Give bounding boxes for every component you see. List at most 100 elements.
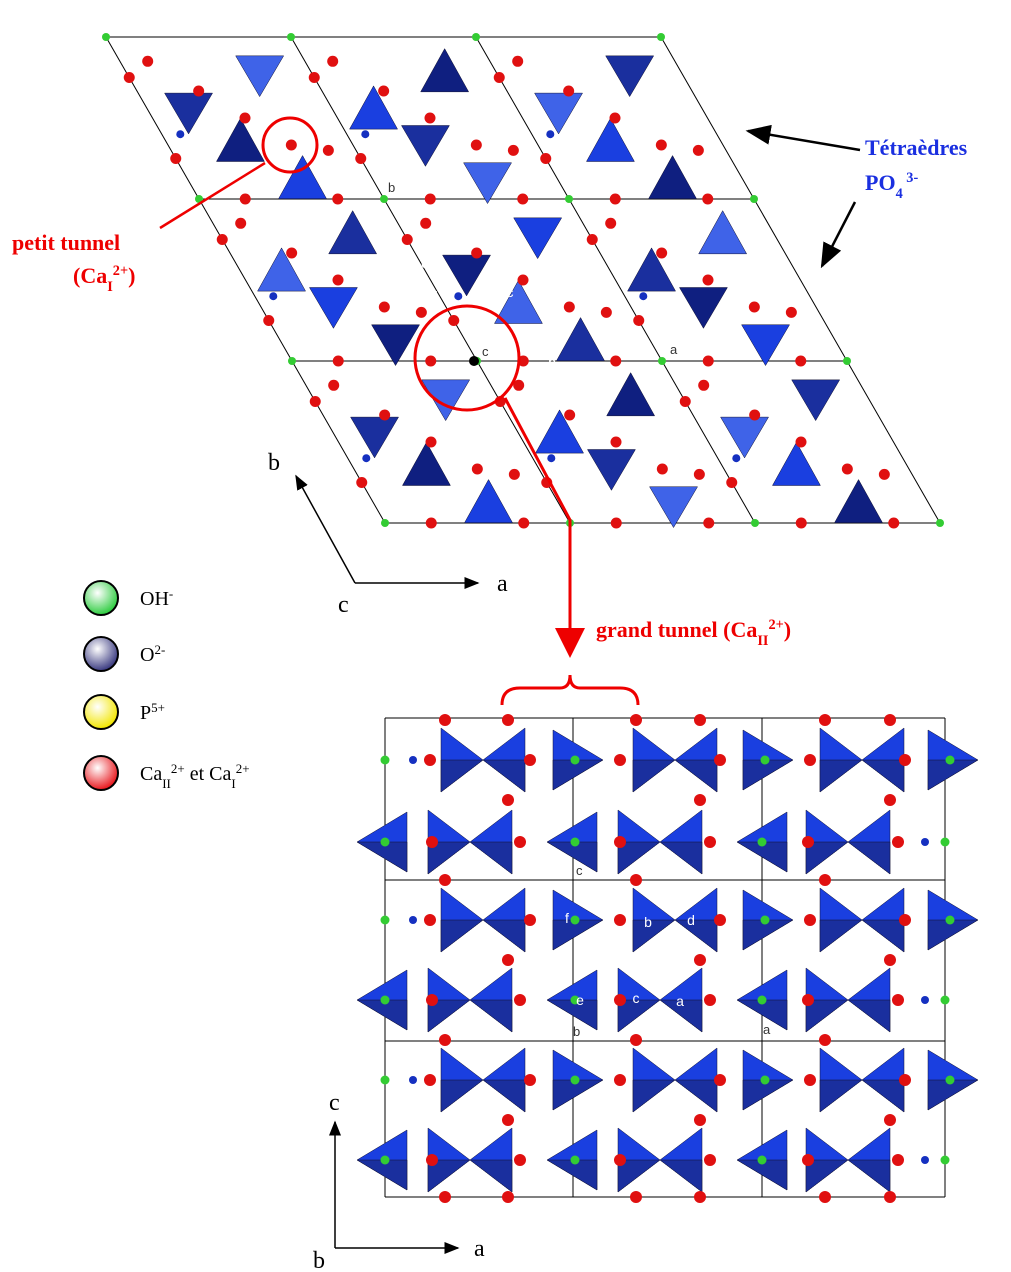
text-part: c [482,344,489,359]
tetrahedron [743,760,793,790]
atom [751,519,759,527]
atom [502,954,514,966]
atom [884,714,896,726]
atom [424,754,436,766]
atom [426,994,438,1006]
tetrahedron [649,156,697,199]
atom [323,145,334,156]
tetrahedron [514,218,562,259]
atom [694,954,706,966]
arrow [748,131,860,150]
atom [361,130,369,138]
atom [704,836,716,848]
atom [240,113,251,124]
atom [630,1191,642,1203]
atom [899,1074,911,1086]
atom [884,1191,896,1203]
text-part: PO [865,170,896,195]
tetrahedron [820,760,862,792]
text-part: I [231,776,235,791]
tetrahedron-label: b [548,354,556,370]
atom [102,33,110,41]
atom [240,194,251,205]
atom [704,1154,716,1166]
tetrahedron [806,1000,848,1032]
atom [425,194,436,205]
atom [884,954,896,966]
atom [355,153,366,164]
atom [502,714,514,726]
tetrahedron [258,248,306,291]
legend-label: P5+ [140,700,165,725]
text-part: f [565,910,569,926]
legend-label: OH- [140,586,173,611]
tetrahedron [465,480,513,523]
text-part: b [388,180,395,195]
atom [546,130,554,138]
atom [309,72,320,83]
tetrahedron [772,442,820,485]
text-part: c [507,284,514,300]
atom [439,874,451,886]
atom [802,836,814,848]
text-part: f [433,288,437,304]
tetrahedron [792,380,840,421]
atom [472,33,480,41]
text-part: c [633,990,640,1006]
atom [424,914,436,926]
atom [656,248,667,259]
cell-axis-label: a [763,1022,771,1037]
atom [512,56,523,67]
tetrahedron-label: a [676,993,684,1009]
atom [564,302,575,313]
tetrahedron [483,1080,525,1112]
legend-label: O2- [140,642,165,667]
atom [610,356,621,367]
tetrahedron [675,1080,717,1112]
text-part: 4 [896,186,903,202]
atom [843,357,851,365]
atom [235,218,246,229]
text-part: e [576,992,584,1008]
atom [726,477,737,488]
tetrahedron [835,480,883,523]
atom [409,756,417,764]
atom [750,195,758,203]
atom [362,454,370,462]
legend-swatch [84,756,118,790]
atom [571,916,580,925]
atom [587,234,598,245]
atom [804,754,816,766]
tetrahedron [357,1000,407,1030]
tetrahedron [587,450,635,491]
text-part: b [644,914,652,930]
tetrahedron [216,118,264,161]
atom [796,518,807,529]
atom [804,1074,816,1086]
text-part: d [687,912,695,928]
text-part: a [583,356,591,372]
tetrahedron [553,920,603,950]
atom [639,292,647,300]
atom [633,315,644,326]
atom [786,307,797,318]
atom [310,396,321,407]
text-part: a [474,1236,485,1262]
tetrahedron [441,920,483,952]
atom [333,356,344,367]
atom [381,519,389,527]
tetrahedron [806,1160,848,1192]
tetrahedron [633,760,675,792]
atom [571,1156,580,1165]
atom [758,1156,767,1165]
text-part: b [268,450,280,476]
atom [796,437,807,448]
atom [946,1076,955,1085]
atom [517,194,528,205]
tetrahedron [820,1080,862,1112]
tetrahedron [660,842,702,874]
tetrahedron-label: a [583,356,591,372]
atom [921,1156,929,1164]
atom [439,1191,451,1203]
atom [426,836,438,848]
